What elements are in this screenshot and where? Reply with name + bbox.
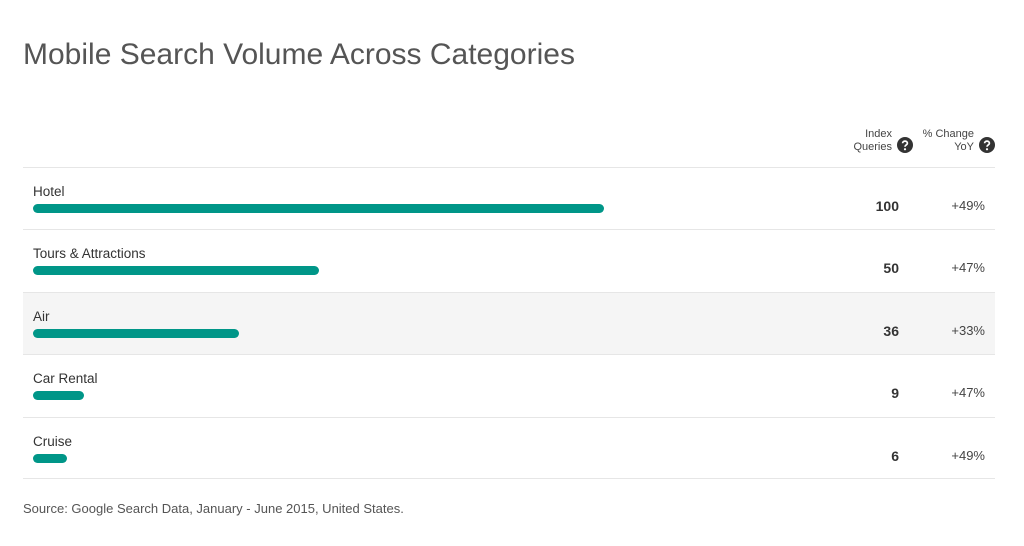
index-value: 100 (875, 198, 899, 214)
column-header: % Change YoY (922, 128, 974, 153)
change-value: +47% (951, 385, 985, 401)
chart-title: Mobile Search Volume Across Categories (23, 38, 575, 71)
bar (33, 328, 239, 338)
index-value: 9 (891, 385, 899, 402)
category-label: Car Rental (33, 371, 98, 387)
category-label: Air (33, 308, 50, 324)
index-value: 36 (883, 322, 899, 339)
bar (33, 204, 604, 213)
table-row: Tours & Attractions 50 +47% (23, 229, 995, 292)
bar (33, 391, 85, 401)
help-icon[interactable] (897, 137, 913, 153)
change-value: +47% (951, 260, 985, 276)
bar (33, 266, 319, 276)
table-row: Cruise 6 +49% (23, 416, 995, 480)
category-label: Cruise (33, 433, 73, 449)
change-value: +49% (951, 198, 985, 213)
help-icon[interactable] (979, 137, 995, 153)
category-label: Tours & Attractions (33, 246, 146, 262)
table-row: Car Rental 9 +47% (23, 354, 995, 417)
change-value: +33% (951, 322, 985, 338)
category-label: Hotel (33, 184, 65, 199)
table-row: Hotel 100 +49% (23, 167, 995, 230)
change-value: +49% (951, 447, 985, 463)
row-divider (23, 478, 995, 479)
table-row: Air 36 +33% (23, 291, 995, 355)
bar (33, 453, 68, 463)
column-header: Index Queries (853, 128, 892, 153)
index-value: 50 (883, 260, 899, 277)
source-note: Source: Google Search Data, January - Ju… (23, 501, 404, 516)
index-value: 6 (891, 447, 899, 464)
